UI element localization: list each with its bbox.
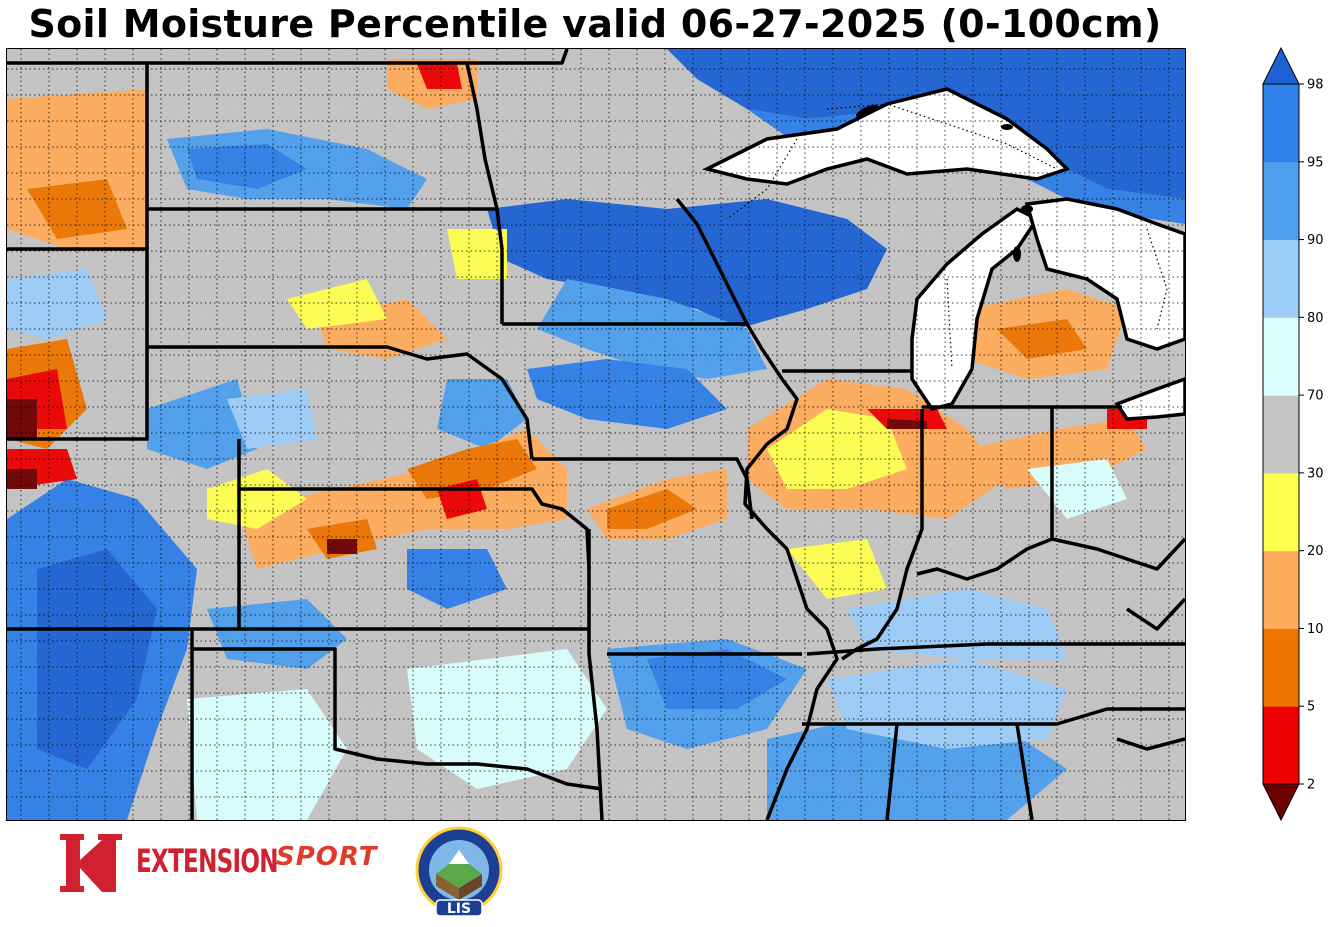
colorbar-ticks: 2 5 10 20 30 70 80 90 95 98 [1299,78,1324,793]
state-borders [7,49,1185,820]
colorbar-swatch [1263,84,1299,163]
colorbar-swatch [1263,550,1299,629]
lake-erie [1114,377,1185,421]
colorbar-swatch [1263,317,1299,396]
colorbar-tick-label: 95 [1307,155,1324,170]
colorbar-tick-label: 2 [1307,778,1315,793]
lis-text: LIS [447,901,471,917]
colorbar-frame [1262,83,1300,785]
logos: EXTENSION SPORT LIS [56,826,516,921]
colorbar-swatch [1263,161,1299,241]
colorbar-tick-label: 5 [1307,700,1315,715]
colorbar-swatches [1262,46,1300,822]
colorbar-swatch [1263,706,1299,785]
colorbar-swatch [1263,628,1299,707]
colorbar-tick-label: 98 [1307,78,1324,93]
colorbar-swatch [1263,472,1299,552]
map-title: Soil Moisture Percentile valid 06-27-202… [28,2,1162,46]
lake-michigan [910,206,1040,411]
colorbar-tick-label: 30 [1307,466,1324,481]
extension-logo: EXTENSION [136,842,279,880]
colorbar-tick-label: 80 [1307,311,1324,326]
colorbar-tick-label: 10 [1307,622,1324,637]
colorbar-tick-label: 70 [1307,389,1324,404]
colorbar-swatch [1263,239,1299,318]
nebraska-n-logo [60,834,122,892]
sport-logo: SPORT [276,842,378,872]
lis-logo: LIS [415,826,503,917]
colorbar-tick-label: 20 [1307,544,1324,559]
soil-moisture-map [6,48,1186,821]
colorbar-over-arrow [1262,46,1300,85]
map-canvas [7,49,1185,820]
colorbar-under-arrow [1262,783,1300,822]
colorbar: 2 5 10 20 30 70 80 90 95 98 [1262,46,1324,822]
colorbar-swatch [1263,395,1299,474]
lake-huron [1024,197,1185,351]
colorbar-tick-label: 90 [1307,233,1324,248]
